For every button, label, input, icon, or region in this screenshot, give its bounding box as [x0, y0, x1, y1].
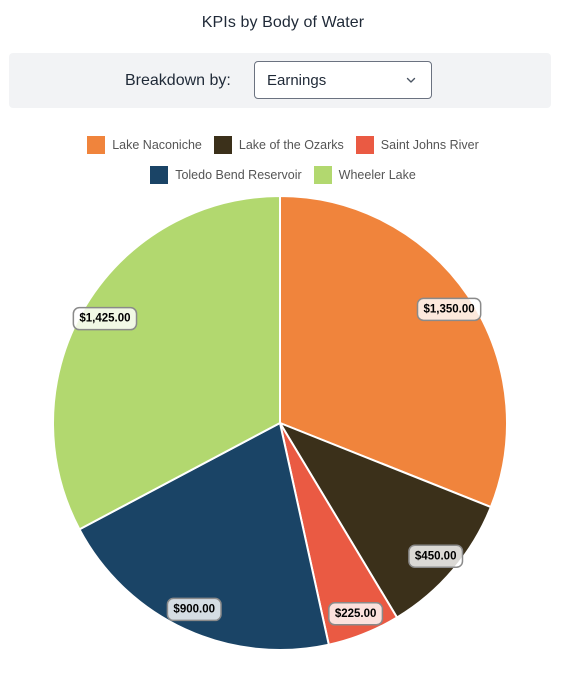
data-label-text: $225.00: [335, 608, 377, 620]
legend-swatch: [87, 136, 106, 154]
data-label-text: $1,425.00: [79, 313, 130, 325]
legend-swatch: [313, 166, 332, 184]
legend-swatch: [150, 166, 169, 184]
data-label-text: $450.00: [415, 550, 457, 562]
data-label-box: [328, 602, 384, 626]
legend-label: Saint Johns River: [380, 138, 479, 152]
breakdown-filter-bar: Breakdown by: Earnings: [9, 53, 551, 108]
data-label-wheeler-lake: $1,425.00: [72, 306, 138, 331]
data-label-text: $900.00: [173, 603, 215, 615]
legend-label: Toledo Bend Reservoir: [175, 168, 302, 182]
pie-slice-wheeler-lake[interactable]: [52, 194, 281, 531]
data-label-box: [408, 544, 464, 569]
legend-swatch: [355, 136, 374, 154]
data-label-box: [416, 297, 482, 322]
pie-slice-toledo-bend-reservoir[interactable]: [78, 421, 330, 651]
data-label-box: [72, 306, 138, 331]
legend-label: Lake of the Ozarks: [238, 138, 344, 152]
legend-item-lake-of-the-ozarks[interactable]: Lake of the Ozarks: [213, 136, 344, 154]
data-label-text: $1,350.00: [424, 303, 475, 315]
breakdown-label: Breakdown by:: [125, 72, 231, 89]
legend-swatch: [213, 136, 232, 154]
data-label-lake-of-the-ozarks: $450.00: [408, 544, 464, 569]
data-label-lake-naconiche: $1,350.00: [416, 297, 482, 322]
data-label-saint-johns-river: $225.00: [328, 602, 384, 626]
legend-item-wheeler-lake[interactable]: Wheeler Lake: [313, 166, 416, 184]
legend-row: Lake Naconiche Lake of the Ozarks Saint …: [0, 134, 566, 156]
breakdown-select[interactable]: Earnings: [254, 61, 432, 99]
chart-title: KPIs by Body of Water: [201, 14, 365, 31]
legend-row: Toledo Bend Reservoir Wheeler Lake: [0, 164, 566, 186]
chevron-down-icon: [406, 77, 416, 83]
legend-item-lake-naconiche[interactable]: Lake Naconiche: [87, 136, 202, 154]
legend-item-saint-johns-river[interactable]: Saint Johns River: [355, 136, 479, 154]
data-label-box: [166, 597, 222, 622]
data-label-toledo-bend-reservoir: $900.00: [166, 597, 222, 622]
breakdown-select-value: Earnings: [267, 72, 327, 89]
chart-legend: Lake Naconiche Lake of the Ozarks Saint …: [0, 134, 566, 194]
pie-slice-lake-naconiche[interactable]: [279, 194, 508, 509]
pie-slice-lake-of-the-ozarks[interactable]: [277, 420, 493, 619]
legend-item-toledo-bend-reservoir[interactable]: Toledo Bend Reservoir: [150, 166, 302, 184]
legend-label: Wheeler Lake: [338, 168, 416, 182]
legend-label: Lake Naconiche: [112, 138, 202, 152]
